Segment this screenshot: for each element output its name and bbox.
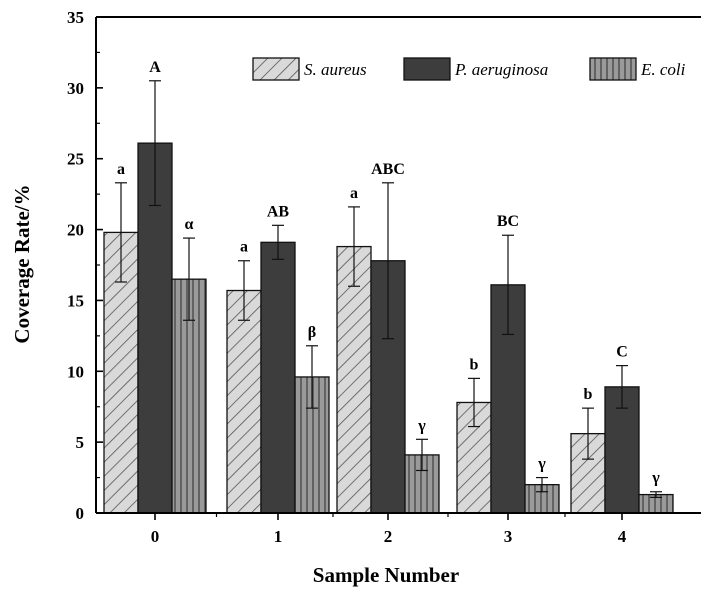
x-tick-label-0: 0 [151,527,160,546]
legend-swatch-3 [589,57,637,81]
x-tick-label-4: 4 [618,527,627,546]
significance-label-3-cat-4: γ [651,470,660,487]
significance-label-1-cat-4: b [584,386,593,403]
axes: 0 5 10 15 20 25 30 35 0 1 2 3 4 [67,8,701,546]
significance-label-2-cat-0: A [149,59,161,76]
x-tick-label-3: 3 [504,527,513,546]
significance-label-1-cat-0: a [117,161,125,178]
y-tick-label-25: 25 [67,150,84,169]
y-tick-label-30: 30 [67,79,84,98]
x-axis-title: Sample Number [313,563,459,587]
significance-label-2-cat-4: C [616,344,628,361]
significance-label-1-cat-1: a [240,239,248,256]
significance-label-3-cat-3: γ [537,456,546,473]
significance-label-3-cat-2: γ [417,417,426,434]
error-bars [115,80,662,499]
y-tick-label-35: 35 [67,8,84,27]
y-tick-label-10: 10 [67,362,84,381]
significance-label-2-cat-2: ABC [371,161,405,178]
y-axis-title: Coverage Rate/% [10,184,34,343]
legend-label-1: S. aureus [304,60,367,79]
legend-swatch-2 [403,57,451,81]
significance-labels: a a a b b A AB ABC BC Cα β γ γ γ [117,59,660,487]
x-tick-label-2: 2 [384,527,393,546]
bar-1-cat-1 [226,289,262,514]
significance-label-2-cat-3: BC [497,213,519,230]
significance-label-2-cat-1: AB [267,203,290,220]
significance-label-1-cat-3: b [470,356,479,373]
legend: S. aureus P. aeruginosa E. coli [252,57,686,81]
bar-2-cat-1 [260,241,296,514]
legend-label-2: P. aeruginosa [454,60,548,79]
legend-label-3: E. coli [640,60,686,79]
y-tick-label-5: 5 [76,433,85,452]
y-tick-label-15: 15 [67,291,84,310]
legend-swatch-1 [252,57,300,81]
significance-label-1-cat-2: a [350,185,358,202]
y-tick-label-0: 0 [76,504,85,523]
x-tick-label-1: 1 [274,527,283,546]
significance-label-3-cat-0: α [185,216,194,233]
significance-label-3-cat-1: β [308,324,316,341]
y-tick-label-20: 20 [67,221,84,240]
